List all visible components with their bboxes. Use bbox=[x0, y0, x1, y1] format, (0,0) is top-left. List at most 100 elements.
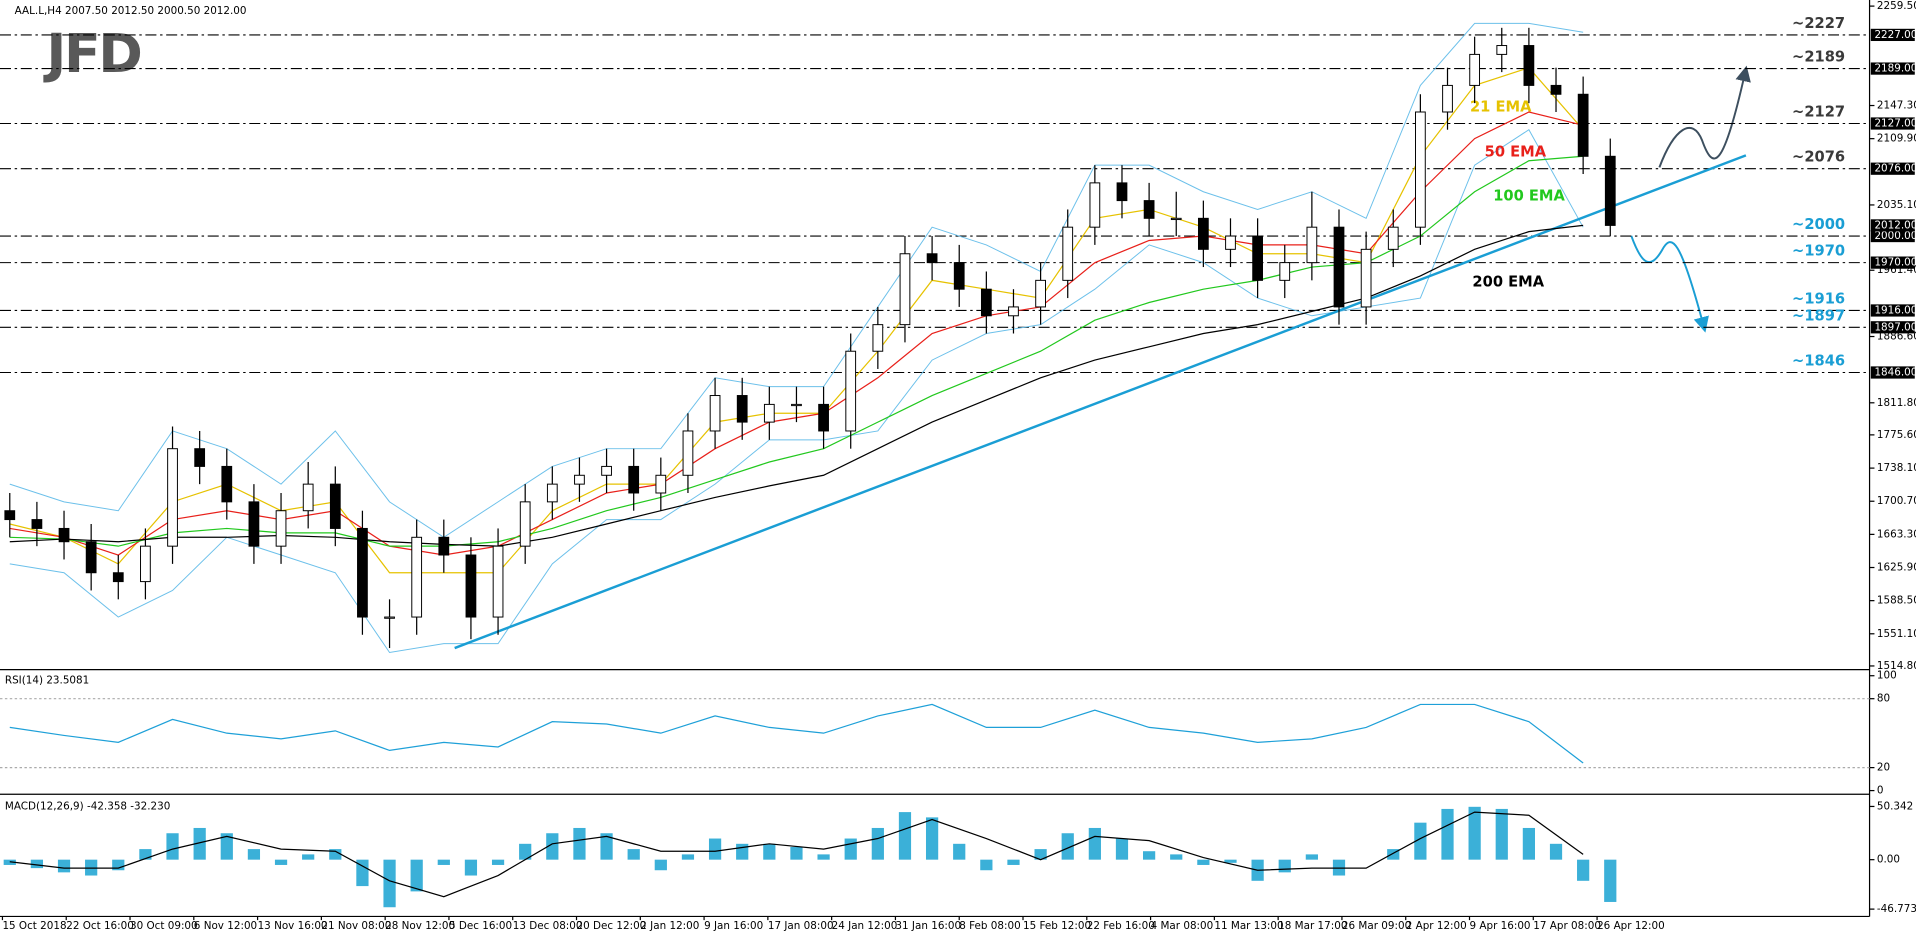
level-price-label: 2127.00 bbox=[1874, 118, 1916, 130]
x-tick-label: 22 Feb 16:00 bbox=[1087, 920, 1155, 932]
macd-bar bbox=[1061, 833, 1074, 860]
candle-body bbox=[411, 536, 423, 618]
x-tick-label: 13 Nov 16:00 bbox=[258, 920, 328, 932]
candle-body bbox=[1225, 235, 1236, 250]
rsi-title: RSI(14) 23.5081 bbox=[5, 675, 89, 687]
candle-body bbox=[140, 545, 151, 583]
macd-signal bbox=[9, 811, 1584, 898]
candle-body bbox=[1306, 226, 1318, 264]
x-tick-label: 13 Dec 08:00 bbox=[513, 920, 583, 932]
level-note: ~1846 bbox=[1792, 352, 1845, 369]
y-tick-label: 2109.90 bbox=[1877, 133, 1916, 145]
macd-bar bbox=[410, 859, 423, 892]
candle-body bbox=[1469, 53, 1481, 86]
x-tick-label: 9 Jan 16:00 bbox=[704, 920, 763, 932]
x-tick-label: 17 Jan 08:00 bbox=[768, 920, 834, 932]
rsi-line bbox=[9, 703, 1584, 764]
candle-body bbox=[845, 350, 857, 432]
candle-body bbox=[519, 501, 531, 547]
x-tick-label: 26 Apr 12:00 bbox=[1597, 920, 1665, 932]
candle-body bbox=[112, 572, 124, 583]
candle-body bbox=[1197, 217, 1209, 250]
x-tick-label: 5 Dec 16:00 bbox=[449, 920, 512, 932]
macd-bar bbox=[953, 843, 966, 860]
y-tick-label: 1514.80 bbox=[1877, 660, 1916, 672]
level-note: ~2227 bbox=[1792, 15, 1845, 32]
macd-bar bbox=[1305, 854, 1318, 860]
projection-arrow-down bbox=[1630, 235, 1709, 333]
macd-bar bbox=[871, 827, 884, 860]
candle-body bbox=[1496, 45, 1508, 55]
current-price-box bbox=[1870, 219, 1915, 232]
candle-body bbox=[58, 527, 70, 543]
candle-body bbox=[953, 262, 965, 290]
macd-bar bbox=[274, 859, 288, 865]
level-note: ~2127 bbox=[1792, 104, 1845, 121]
candle-body bbox=[1415, 111, 1426, 228]
candle-body bbox=[465, 554, 477, 618]
macd-bar bbox=[437, 859, 450, 865]
macd-bar bbox=[1604, 859, 1617, 902]
macd-bar bbox=[1088, 827, 1101, 860]
level-price-label: 2189.00 bbox=[1874, 63, 1916, 75]
candle-body bbox=[655, 474, 667, 494]
macd-bar bbox=[1577, 859, 1590, 881]
y-tick-label: 2147.30 bbox=[1877, 100, 1916, 112]
macd-bar bbox=[302, 854, 315, 860]
macd-bar bbox=[817, 854, 830, 860]
level-price-box bbox=[1870, 366, 1915, 379]
candle-body bbox=[1523, 45, 1535, 86]
macd-bar bbox=[925, 817, 939, 860]
level-note: ~2076 bbox=[1792, 149, 1845, 166]
candle-body bbox=[1143, 200, 1155, 219]
candle-body bbox=[357, 527, 368, 618]
candle-body bbox=[1062, 226, 1074, 281]
y-tick-label: 100 bbox=[1877, 670, 1897, 682]
macd-bar bbox=[139, 849, 152, 860]
macd-bar bbox=[1495, 808, 1508, 860]
candle-body bbox=[980, 288, 992, 317]
level-price-box bbox=[1870, 256, 1915, 269]
x-tick-label: 2 Jan 12:00 bbox=[640, 920, 699, 932]
level-price-label: 2076.00 bbox=[1874, 163, 1916, 175]
macd-bar bbox=[844, 838, 857, 860]
x-tick-label: 18 Mar 17:00 bbox=[1278, 920, 1347, 932]
x-tick-label: 9 Apr 16:00 bbox=[1470, 920, 1531, 932]
candle-body bbox=[872, 324, 884, 352]
candle-body bbox=[1089, 182, 1101, 228]
candle-body bbox=[818, 403, 829, 432]
candle-body bbox=[1442, 84, 1453, 113]
candle-body bbox=[628, 465, 640, 494]
trendline bbox=[454, 154, 1747, 650]
level-price-box bbox=[1870, 28, 1915, 42]
candle-body bbox=[221, 465, 233, 503]
macd-bar bbox=[356, 859, 369, 887]
y-tick-label: 0.00 bbox=[1877, 854, 1900, 866]
candle-body bbox=[709, 395, 721, 432]
macd-bar bbox=[681, 854, 695, 860]
y-tick-label: 1961.40 bbox=[1877, 264, 1916, 276]
x-tick-label: 4 Mar 08:00 bbox=[1151, 920, 1214, 932]
macd-bar bbox=[1278, 859, 1291, 873]
candle-body bbox=[1035, 279, 1046, 308]
candle-body bbox=[1360, 248, 1372, 308]
macd-bar bbox=[491, 859, 505, 865]
macd-bar bbox=[573, 827, 586, 860]
macd-bar bbox=[1441, 808, 1454, 860]
x-tick-label: 31 Jan 16:00 bbox=[895, 920, 961, 932]
level-price-box bbox=[1870, 229, 1915, 243]
macd-bar bbox=[1143, 851, 1156, 860]
candle-body bbox=[1279, 262, 1291, 281]
level-note: ~2000 bbox=[1792, 216, 1845, 233]
candle-body bbox=[1387, 226, 1399, 250]
x-tick-label: 21 Nov 08:00 bbox=[321, 920, 391, 932]
macd-bar bbox=[464, 859, 478, 876]
y-tick-label: 1663.30 bbox=[1877, 528, 1916, 540]
macd-bar bbox=[220, 833, 233, 860]
candle-body bbox=[1550, 84, 1562, 95]
candle-body bbox=[899, 253, 911, 326]
projection-arrow-up bbox=[1658, 65, 1751, 168]
y-tick-label: 1700.70 bbox=[1877, 495, 1916, 507]
ema-label: 21 EMA bbox=[1470, 99, 1532, 116]
